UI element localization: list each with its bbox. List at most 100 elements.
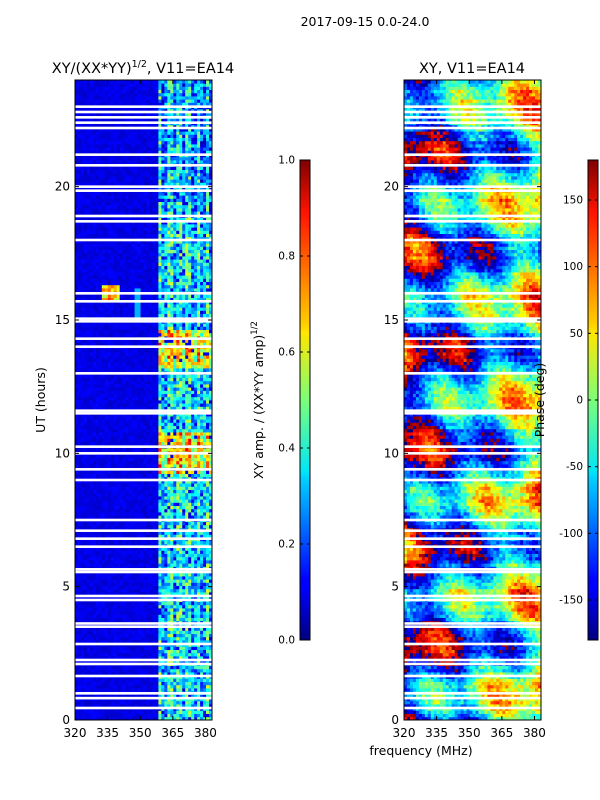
- amplitude-heatmap-cell: [143, 611, 147, 615]
- amplitude-heatmap-cell: [75, 496, 79, 500]
- amplitude-heatmap-cell: [188, 553, 192, 558]
- amplitude-heatmap-cell: [149, 547, 153, 551]
- amplitude-heatmap-cell: [167, 499, 171, 503]
- amplitude-heatmap-cell: [75, 611, 79, 615]
- amplitude-heatmap-cell: [170, 499, 174, 503]
- amplitude-heatmap-cell: [173, 540, 177, 545]
- amplitude-heatmap-cell: [167, 390, 171, 394]
- amplitude-heatmap-cell: [131, 649, 135, 654]
- amplitude-heatmap-cell: [98, 387, 103, 391]
- amplitude-heatmap-cell: [86, 604, 91, 609]
- amplitude-heatmap-cell: [200, 492, 204, 497]
- amplitude-heatmap-cell: [149, 585, 153, 590]
- amplitude-heatmap-cell: [92, 470, 97, 474]
- amplitude-heatmap-cell: [197, 700, 201, 705]
- amplitude-heatmap-cell: [122, 579, 127, 583]
- amplitude-heatmap-cell: [122, 694, 127, 698]
- amplitude-heatmap-cell: [146, 585, 150, 590]
- amplitude-heatmap-cell: [125, 492, 130, 497]
- amplitude-heatmap-cell: [107, 633, 112, 638]
- amplitude-heatmap-cell: [116, 422, 121, 426]
- amplitude-heatmap-cell: [203, 572, 207, 577]
- amplitude-heatmap-cell: [83, 435, 88, 439]
- amplitude-heatmap-cell: [164, 614, 168, 618]
- amplitude-heatmap-cell: [179, 505, 183, 510]
- amplitude-heatmap-cell: [104, 380, 109, 385]
- amplitude-heatmap-cell: [131, 380, 135, 385]
- amplitude-heatmap-cell: [191, 585, 195, 590]
- amplitude-heatmap-cell: [95, 656, 100, 660]
- amplitude-heatmap-cell: [149, 636, 153, 641]
- amplitude-heatmap-cell: [77, 700, 82, 705]
- amplitude-heatmap-cell: [140, 496, 144, 500]
- amplitude-heatmap-cell: [209, 633, 212, 638]
- amplitude-heatmap-cell: [173, 531, 177, 535]
- amplitude-heatmap-cell: [107, 419, 112, 423]
- amplitude-heatmap-cell: [197, 486, 201, 490]
- amplitude-heatmap-cell: [200, 508, 204, 513]
- amplitude-heatmap-cell: [140, 710, 144, 714]
- amplitude-heatmap-cell: [125, 556, 130, 561]
- amplitude-heatmap-cell: [131, 556, 135, 561]
- amplitude-heatmap-cell: [149, 380, 153, 385]
- amplitude-heatmap-cell: [176, 419, 180, 423]
- amplitude-heatmap-cell: [191, 608, 195, 612]
- amplitude-heatmap-cell: [95, 576, 100, 580]
- amplitude-heatmap-cell: [209, 505, 212, 510]
- amplitude-heatmap-cell: [134, 473, 138, 478]
- amplitude-heatmap-cell: [137, 419, 141, 423]
- amplitude-heatmap-cell: [92, 681, 97, 686]
- amplitude-heatmap-cell: [191, 630, 195, 634]
- amplitude-heatmap-cell: [128, 499, 132, 503]
- amplitude-heatmap-cell: [122, 617, 127, 622]
- amplitude-heatmap-cell: [113, 422, 118, 426]
- amplitude-heatmap-cell: [101, 521, 106, 526]
- amplitude-heatmap-cell: [167, 614, 171, 618]
- amplitude-heatmap-cell: [206, 617, 210, 622]
- amplitude-heatmap-cell: [203, 710, 207, 714]
- amplitude-heatmap-cell: [98, 524, 103, 529]
- amplitude-heatmap-cell: [77, 428, 82, 433]
- amplitude-heatmap-cell: [191, 521, 195, 526]
- amplitude-heatmap-cell: [182, 492, 186, 497]
- amplitude-heatmap-cell: [75, 636, 79, 641]
- amplitude-heatmap-cell: [191, 681, 195, 686]
- amplitude-heatmap-cell: [203, 473, 207, 478]
- amplitude-heatmap-cell: [137, 515, 141, 519]
- amplitude-heatmap-cell: [206, 646, 210, 650]
- amplitude-heatmap-cell: [80, 668, 85, 673]
- amplitude-heatmap-cell: [122, 448, 127, 452]
- amplitude-heatmap-cell: [107, 611, 112, 615]
- amplitude-heatmap-cell: [203, 425, 207, 430]
- amplitude-heatmap-cell: [86, 400, 91, 404]
- amplitude-heatmap-cell: [152, 521, 156, 526]
- amplitude-heatmap-cell: [104, 416, 109, 420]
- amplitude-heatmap-cell: [194, 665, 198, 670]
- amplitude-heatmap-cell: [185, 377, 189, 382]
- amplitude-heatmap-cell: [146, 627, 150, 631]
- amplitude-heatmap-cell: [149, 400, 153, 404]
- amplitude-heatmap-cell: [173, 422, 177, 426]
- amplitude-heatmap-cell: [92, 649, 97, 654]
- amplitude-heatmap-cell: [113, 585, 118, 590]
- amplitude-heatmap-cell: [113, 499, 118, 503]
- amplitude-heatmap-cell: [206, 387, 210, 391]
- amplitude-heatmap-cell: [101, 390, 106, 394]
- amplitude-heatmap-cell: [185, 665, 189, 670]
- amplitude-heatmap-cell: [182, 473, 186, 478]
- amplitude-heatmap-cell: [179, 435, 183, 439]
- amplitude-heatmap-cell: [119, 380, 124, 385]
- amplitude-heatmap-cell: [149, 524, 153, 529]
- amplitude-heatmap-cell: [158, 684, 162, 689]
- amplitude-heatmap-cell: [83, 515, 88, 519]
- amplitude-heatmap-cell: [110, 633, 115, 638]
- amplitude-heatmap-cell: [182, 515, 186, 519]
- amplitude-heatmap-cell: [158, 700, 162, 705]
- amplitude-heatmap-cell: [161, 585, 165, 590]
- amplitude-heatmap-cell: [149, 512, 153, 516]
- amplitude-heatmap-cell: [77, 636, 82, 641]
- amplitude-heatmap-cell: [152, 550, 156, 554]
- amplitude-heatmap-cell: [95, 633, 100, 638]
- amplitude-heatmap-cell: [104, 400, 109, 404]
- amplitude-heatmap-cell: [101, 406, 106, 410]
